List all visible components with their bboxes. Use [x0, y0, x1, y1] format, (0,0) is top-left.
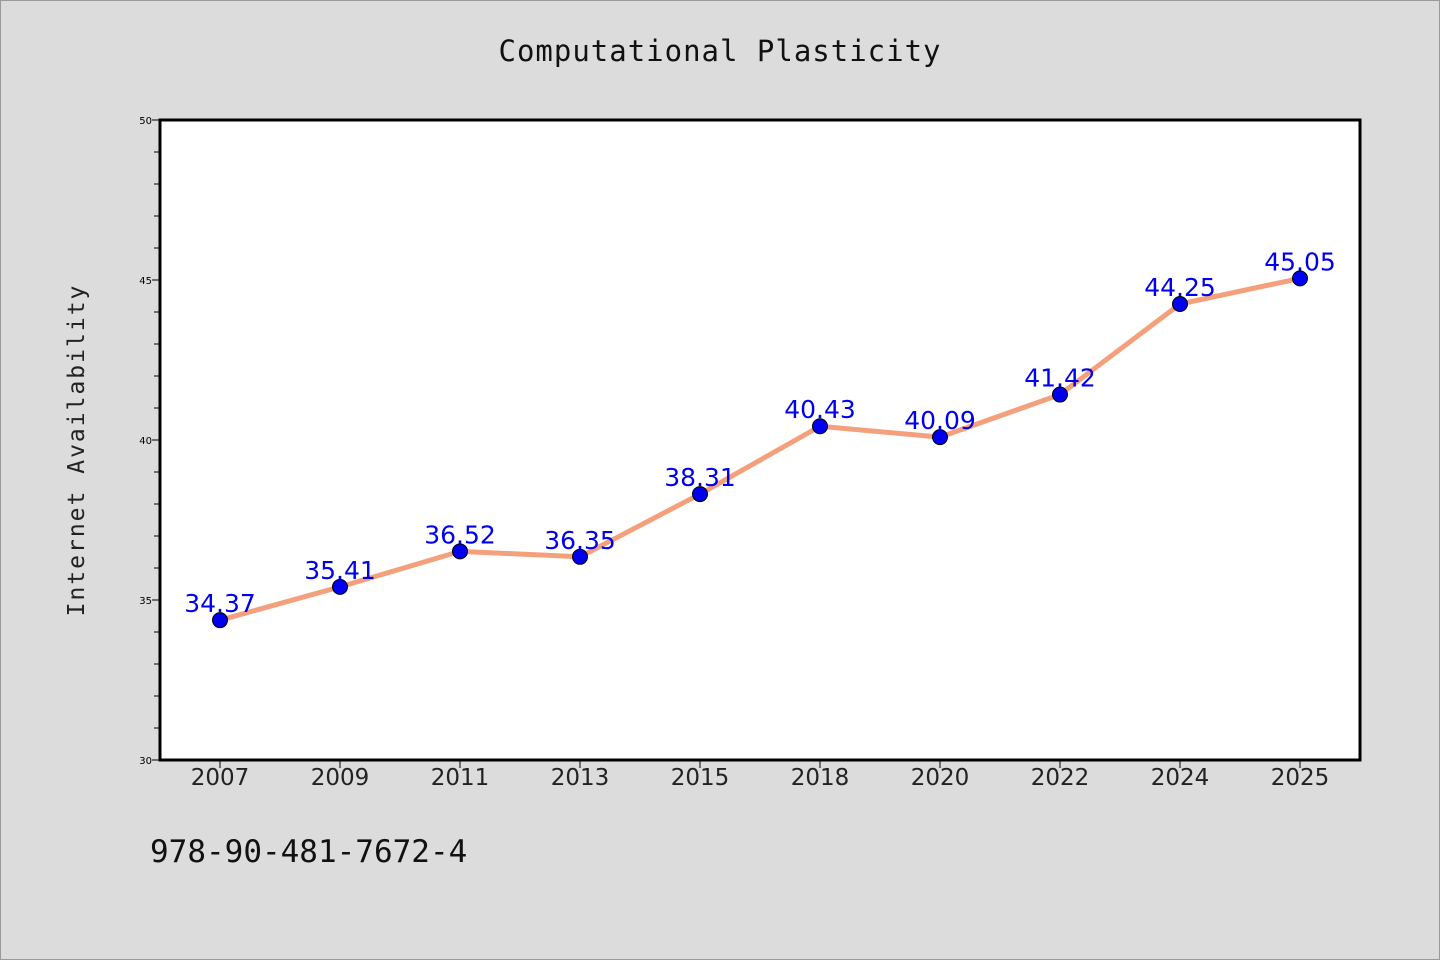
data-label: 34.37: [184, 589, 256, 618]
x-tick-label: 2011: [431, 765, 490, 791]
data-label: 40.43: [784, 395, 856, 424]
x-tick-label: 2007: [191, 765, 250, 791]
plot-area: [158, 118, 1362, 762]
data-label: 44.25: [1144, 273, 1216, 302]
x-tick-label: 2025: [1271, 765, 1330, 791]
data-point: [572, 548, 588, 565]
data-label: 35.41: [304, 556, 376, 585]
x-tick-label: 2022: [1031, 765, 1090, 791]
x-tick-label: 2009: [311, 765, 370, 791]
data-label: 38.31: [664, 463, 736, 492]
x-axis-ticks: 2007 2009 2011 2013 2015 2018 2020 2022 2024 2025: [191, 760, 1330, 791]
data-point: [452, 543, 468, 560]
data-point: [1172, 296, 1188, 312]
data-point: [1292, 270, 1308, 287]
y-axis-ticks: 30 35 40 45 50: [139, 116, 160, 767]
y-tick-label: 35: [139, 596, 152, 607]
data-label: 45.05: [1264, 247, 1336, 276]
data-point: [812, 418, 828, 435]
data-label: 40.09: [904, 406, 976, 435]
data-point: [692, 486, 708, 503]
data-label: 36.35: [544, 526, 616, 555]
data-point: [1052, 386, 1068, 403]
chart-title: Computational Plasticity: [498, 34, 942, 68]
series-group: [212, 270, 1308, 629]
isbn-text: 978-90-481-7672-4: [150, 834, 468, 870]
y-tick-label: 30: [139, 756, 152, 767]
series-line: [217, 275, 1303, 623]
x-tick-label: 2015: [671, 765, 730, 791]
data-labels: 34.37 35.41 36.52 36.35 38.31 40.43 40.09 41.42…: [184, 247, 1336, 618]
data-point: [212, 612, 228, 629]
x-tick-label: 2013: [551, 765, 610, 791]
x-tick-label: 2024: [1151, 765, 1210, 791]
data-label: 41.42: [1024, 364, 1096, 393]
x-tick-label: 2018: [791, 765, 850, 791]
data-point: [332, 578, 348, 595]
x-tick-label: 2020: [911, 765, 970, 791]
y-tick-label: 45: [139, 276, 152, 287]
data-point: [932, 429, 948, 446]
y-tick-label: 50: [139, 116, 152, 127]
y-tick-label: 40: [139, 436, 152, 447]
data-label: 36.52: [424, 520, 496, 549]
